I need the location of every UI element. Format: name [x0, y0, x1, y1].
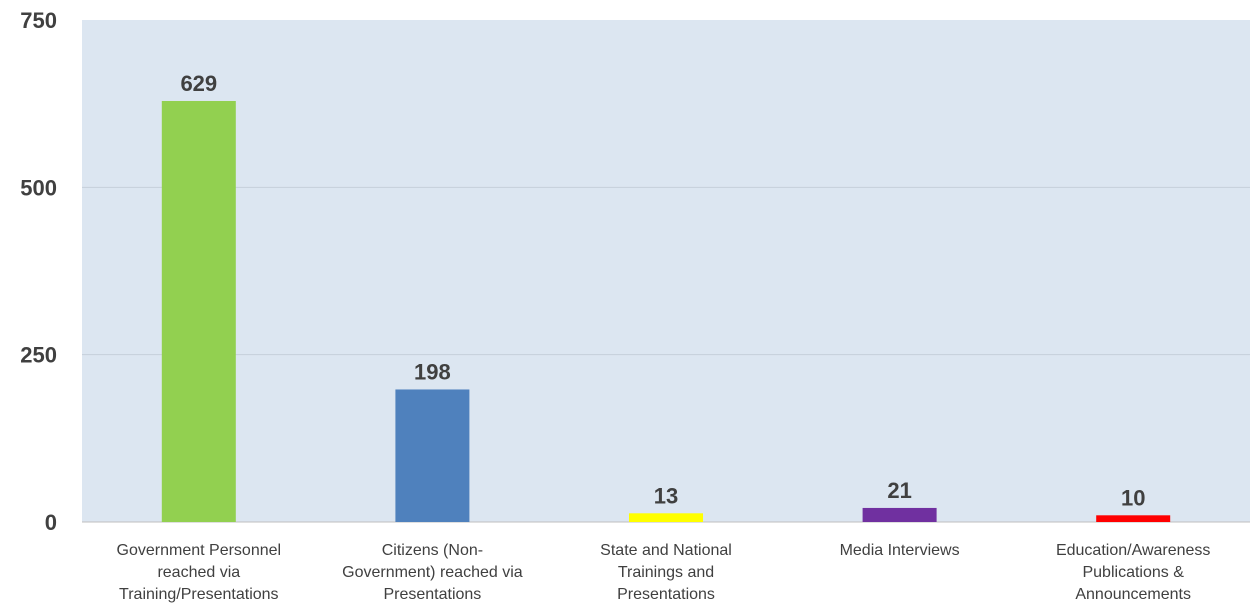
data-label-3: 13 [654, 483, 678, 508]
bar-1 [161, 100, 236, 523]
x-category-label-3: State and National Trainings and Presentat… [561, 540, 771, 606]
bar-2 [395, 389, 470, 522]
bar-5 [1096, 515, 1171, 522]
y-tick-label: 750 [20, 8, 57, 33]
x-category-label-line: Education/Awareness [1055, 542, 1211, 559]
x-category-label-line: Presentations [617, 586, 715, 603]
y-tick-label: 500 [20, 175, 57, 200]
bar-4 [862, 507, 937, 522]
x-category-label-4: Media Interviews [795, 540, 1005, 562]
plot-area [82, 20, 1250, 522]
data-label-4: 21 [887, 478, 911, 503]
x-category-label-line: Training/Presentations [119, 586, 279, 603]
x-category-label-line: reached via [157, 564, 241, 581]
x-category-label-line: Publications & [1082, 564, 1184, 581]
bar-3 [629, 513, 703, 522]
x-category-label-line: Government Personnel [116, 542, 282, 559]
data-label-2: 198 [414, 359, 451, 384]
y-tick-label: 0 [45, 510, 57, 535]
x-category-label-line: State and National [600, 542, 732, 559]
x-category-label-line: Citizens (Non- [381, 542, 484, 559]
data-label-1: 629 [180, 71, 217, 96]
x-category-label-line: Announcements [1075, 586, 1191, 603]
x-category-label-2: Citizens (Non- Government) reached via Pre… [327, 540, 537, 606]
x-category-label-5: Education/Awareness Publications & Announc… [1028, 540, 1238, 606]
data-label-5: 10 [1121, 485, 1145, 510]
y-tick-label: 250 [20, 343, 57, 368]
x-category-label-line: Media Interviews [839, 542, 960, 559]
x-category-label-1: Government Personnel reached via Training/… [94, 540, 304, 606]
x-category-label-line: Government) reached via [342, 564, 523, 581]
x-category-label-line: Trainings and [617, 564, 715, 581]
x-category-label-line: Presentations [383, 586, 482, 603]
